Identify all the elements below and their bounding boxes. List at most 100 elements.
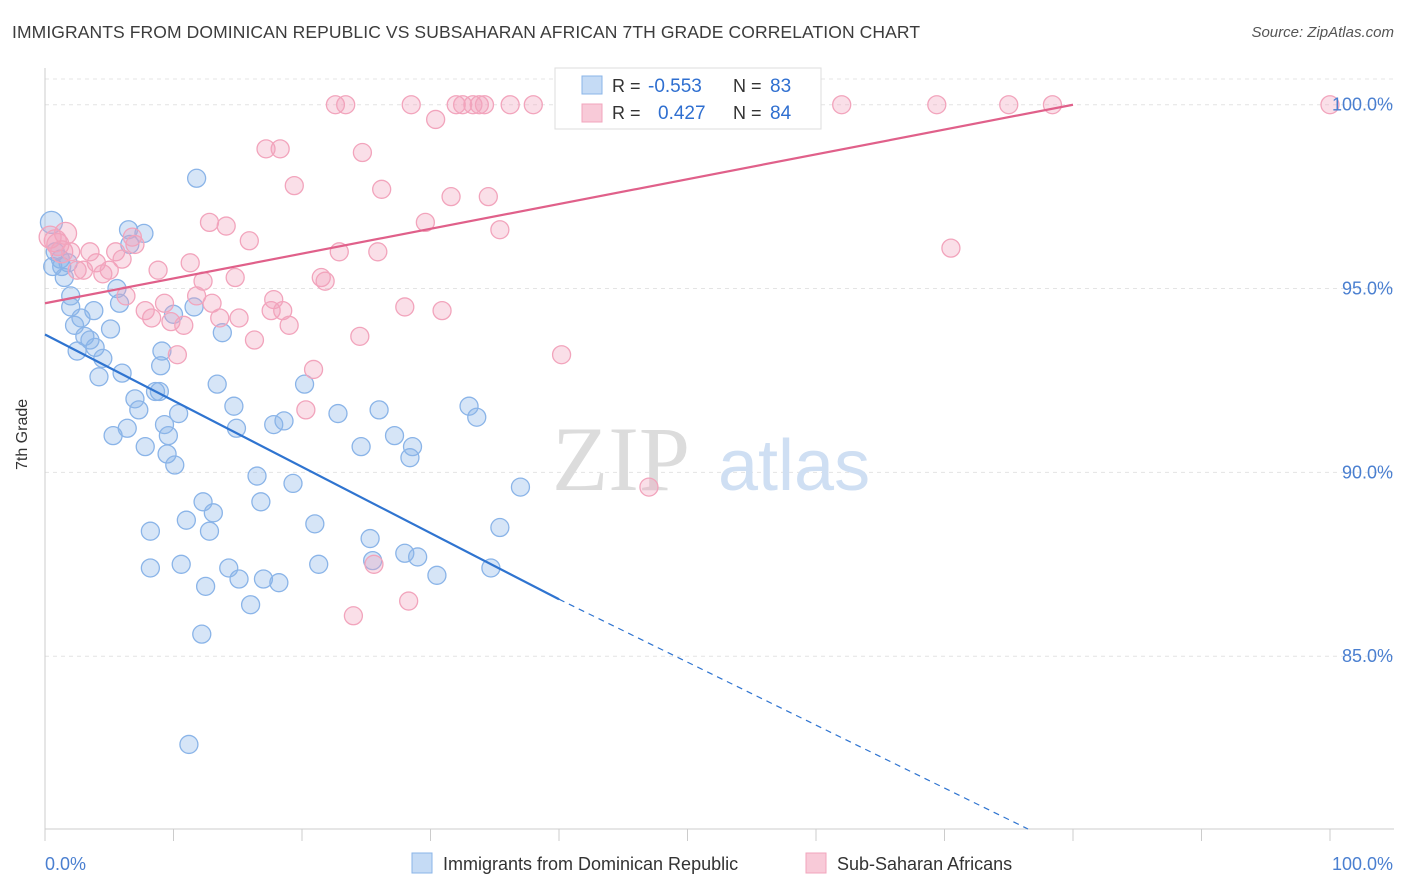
scatter-point <box>459 396 479 416</box>
scatter-point <box>106 242 126 262</box>
scatter-point <box>135 300 155 321</box>
legend-swatch-blue <box>411 852 433 874</box>
scatter-point <box>432 300 452 321</box>
scatter-point <box>140 558 161 578</box>
legend-label-pink: Sub-Saharan Africans <box>837 854 1012 874</box>
scatter-point <box>490 517 510 538</box>
stats-r-label-2: R = <box>612 103 641 123</box>
scatter-point <box>109 293 130 313</box>
scatter-point <box>294 374 315 394</box>
scatter-point <box>112 249 132 269</box>
scatter-point <box>427 565 447 585</box>
scatter-point <box>325 95 346 115</box>
chart-title: IMMIGRANTS FROM DOMINICAN REPUBLIC VS SU… <box>12 22 921 42</box>
axes <box>44 68 1394 841</box>
stats-n-value-2: 84 <box>770 103 792 124</box>
scatter-point <box>80 242 100 262</box>
stats-r-value-2: 0.427 <box>658 103 706 124</box>
x-tick-label-min: 0.0% <box>45 854 86 874</box>
trend-line-dominican <box>44 333 560 601</box>
scatter-point <box>210 308 230 328</box>
scatter-point <box>240 595 261 615</box>
trend-lines <box>44 103 1074 830</box>
scatter-point <box>117 418 137 438</box>
watermark: ZIP atlas <box>552 408 870 510</box>
scatter-point <box>351 436 371 457</box>
scatter-point <box>244 330 265 350</box>
stats-n-label-1: N = <box>733 76 762 96</box>
series-dominican <box>39 168 531 755</box>
scatter-point <box>274 411 294 431</box>
bottom-legend: Immigrants from Dominican Republic Sub-S… <box>411 852 1012 874</box>
scatter-point <box>89 367 109 387</box>
scatter-point <box>247 466 267 486</box>
scatter-point <box>360 528 380 549</box>
scatter-point <box>167 345 188 365</box>
scatter-point <box>199 212 220 233</box>
scatter-point <box>85 337 105 358</box>
scatter-point <box>407 547 428 567</box>
scatter-point <box>216 216 236 236</box>
scatter-point <box>523 95 543 115</box>
x-tick-label-max: 100.0% <box>1332 854 1393 874</box>
scatter-point <box>368 242 388 262</box>
scatter-point <box>140 521 161 541</box>
scatter-point <box>369 400 389 420</box>
scatter-point <box>142 308 162 328</box>
legend-label-blue: Immigrants from Dominican Republic <box>443 854 738 874</box>
scatter-point <box>328 403 348 424</box>
scatter-point <box>283 473 303 494</box>
watermark-zip: ZIP <box>552 408 690 510</box>
scatter-point <box>100 319 121 339</box>
scatter-point <box>53 221 78 246</box>
stats-n-label-2: N = <box>733 103 762 123</box>
scatter-point <box>441 186 461 207</box>
scatter-point <box>364 554 384 574</box>
scatter-point <box>343 606 364 626</box>
scatter-point <box>941 238 961 258</box>
scatter-point <box>446 95 466 115</box>
scatter-point <box>510 477 531 497</box>
scatter-point <box>253 569 274 589</box>
scatter-point <box>180 253 200 273</box>
series-subsaharan <box>38 95 1340 626</box>
stats-n-value-1: 83 <box>770 76 791 97</box>
legend-swatch-pink <box>805 852 827 874</box>
stats-r-label-1: R = <box>612 76 641 96</box>
scatter-point <box>927 95 947 115</box>
scatter-point <box>203 503 223 523</box>
stats-swatch-pink <box>581 103 603 123</box>
scatter-point <box>395 297 415 317</box>
scatter-point <box>402 436 423 457</box>
stats-swatch-blue <box>581 75 603 95</box>
scatter-point <box>500 95 520 115</box>
scatter-point <box>490 220 510 240</box>
scatter-point <box>415 212 436 233</box>
scatter-point <box>478 186 498 207</box>
scatter-point <box>303 359 324 380</box>
scatter-point <box>61 242 81 262</box>
scatter-point <box>315 271 335 291</box>
scatter-point <box>336 95 356 115</box>
scatter-point <box>174 315 194 335</box>
scatter-point <box>1320 95 1340 115</box>
scatter-point <box>165 455 185 475</box>
scatter-point <box>269 573 289 593</box>
scatter-point <box>270 139 290 159</box>
scatter-point <box>279 315 299 335</box>
source-label: Source: ZipAtlas.com <box>1251 24 1394 41</box>
scatter-point <box>474 95 495 115</box>
scatter-point <box>999 95 1019 115</box>
scatter-point <box>148 260 168 280</box>
scatter-point <box>207 374 227 394</box>
scatter-point <box>264 414 284 435</box>
scatter-point <box>129 400 149 420</box>
trend-line-dominican-extrapolated <box>558 598 1029 830</box>
scatter-point <box>152 341 172 361</box>
tick-labels: 85.0% 90.0% 95.0% 100.0% 0.0% 100.0% <box>45 95 1393 874</box>
scatter-point <box>192 624 212 644</box>
scatter-point <box>154 414 175 435</box>
scatter-point <box>425 109 446 130</box>
scatter-point <box>176 510 197 530</box>
